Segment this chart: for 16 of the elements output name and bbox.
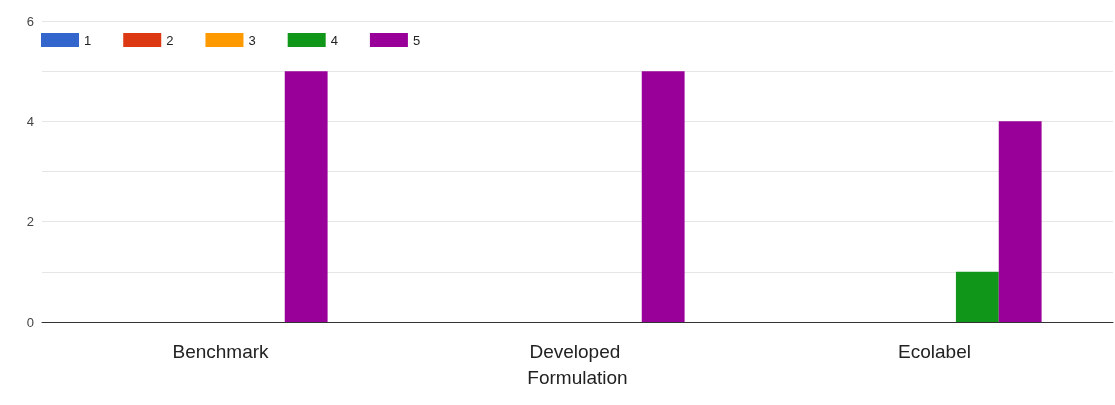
legend-label: 1 (84, 32, 92, 48)
y-tick-label: 4 (26, 113, 34, 129)
y-tick-label: 0 (26, 314, 34, 330)
y-tick-label: 2 (26, 214, 34, 230)
bar (998, 121, 1042, 322)
x-tick-label: Ecolabel (898, 340, 971, 362)
bar (641, 71, 685, 322)
x-tick-label: Developed Formulation (527, 340, 628, 388)
y-tick-label: 6 (26, 13, 34, 29)
legend-label: 4 (330, 32, 338, 48)
legend-label: 2 (166, 32, 174, 48)
x-tick-label: Benchmark (172, 340, 270, 362)
legend-label: 5 (412, 32, 421, 48)
bar (955, 271, 999, 322)
legend-label: 3 (248, 32, 256, 48)
bar (284, 71, 328, 322)
